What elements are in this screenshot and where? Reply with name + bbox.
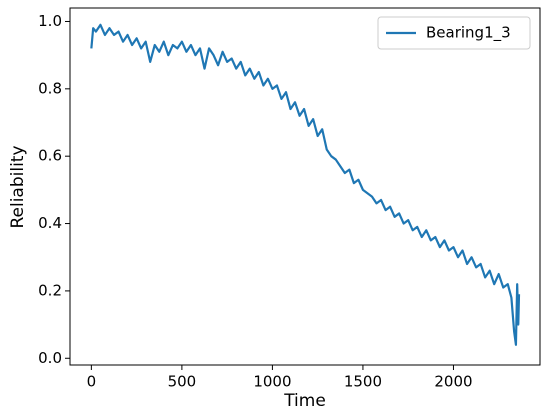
y-tick-label: 0.0 <box>38 349 62 367</box>
x-tick-label: 1500 <box>344 373 382 391</box>
legend-box <box>377 16 531 50</box>
x-tick-label: 1000 <box>253 373 291 391</box>
x-axis-label: Time <box>283 391 326 411</box>
x-tick-label: 500 <box>168 373 197 391</box>
plot-frame <box>69 7 541 366</box>
y-tick-label: 0.4 <box>38 214 62 232</box>
x-tick-label: 0 <box>87 373 97 391</box>
legend-label: Bearing1_3 <box>426 24 511 43</box>
y-tick-label: 0.6 <box>38 147 62 165</box>
y-tick-label: 0.8 <box>38 79 62 97</box>
y-axis-label: Reliability <box>8 145 28 228</box>
y-tick-label: 1.0 <box>38 12 62 30</box>
x-tick-label: 2000 <box>434 373 472 391</box>
y-tick-label: 0.2 <box>38 281 62 299</box>
data-line <box>90 23 521 346</box>
